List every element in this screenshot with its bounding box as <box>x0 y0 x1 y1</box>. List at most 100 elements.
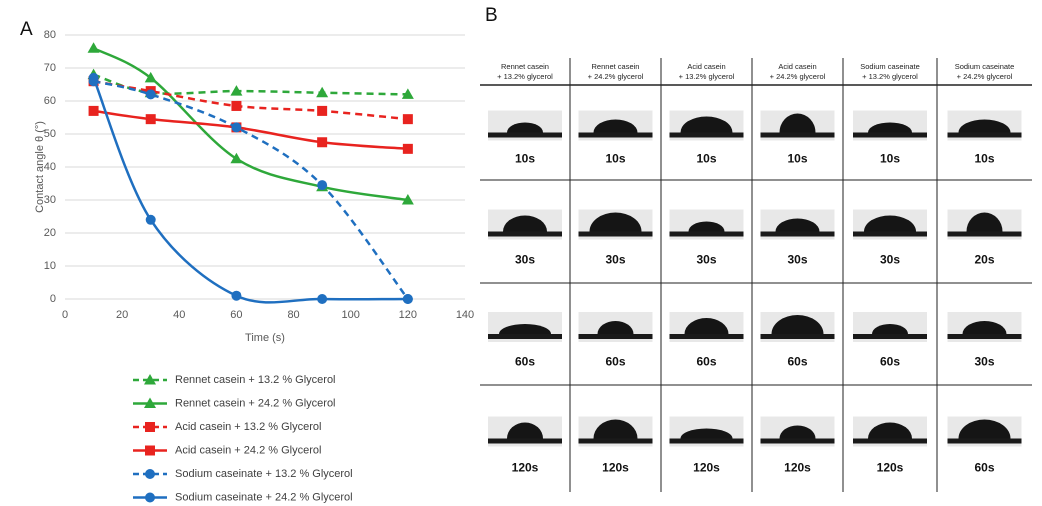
series-line <box>93 79 409 300</box>
droplet <box>688 221 725 232</box>
marker <box>231 290 242 301</box>
x-tick-label: 80 <box>287 309 299 321</box>
time-label: 30s <box>605 253 625 267</box>
marker <box>317 180 328 191</box>
substrate <box>488 132 562 138</box>
time-label: 60s <box>974 461 994 475</box>
substrate <box>947 438 1022 444</box>
substrate <box>853 132 927 138</box>
marker <box>230 152 243 164</box>
marker <box>402 114 413 125</box>
droplet <box>684 318 729 334</box>
substrate <box>760 438 835 444</box>
droplet <box>597 321 634 334</box>
substrate <box>488 334 562 339</box>
series-line <box>92 47 409 202</box>
marker <box>231 100 242 111</box>
legend-item: Sodium caseinate + 13.2 % Glycerol <box>133 468 353 480</box>
droplet <box>771 315 824 334</box>
droplet <box>962 321 1007 334</box>
marker <box>231 122 242 133</box>
time-label: 10s <box>696 151 716 165</box>
substrate <box>488 231 562 237</box>
substrate <box>760 231 835 237</box>
time-label: 30s <box>787 253 807 267</box>
series-line <box>93 109 408 151</box>
droplet <box>868 122 912 133</box>
substrate <box>669 334 744 339</box>
x-axis-label: Time (s) <box>245 332 285 344</box>
substrate <box>853 334 927 339</box>
marker <box>145 114 156 125</box>
column-header: + 24.2% glycerol <box>588 72 644 81</box>
time-label: 60s <box>515 355 535 369</box>
column-header: + 13.2% glycerol <box>862 72 918 81</box>
column-header: Acid casein <box>778 62 816 71</box>
marker <box>317 294 328 304</box>
y-tick-label: 60 <box>44 95 56 107</box>
droplet <box>507 422 543 439</box>
substrate <box>947 231 1022 237</box>
marker <box>145 445 155 456</box>
legend-label: Sodium caseinate + 24.2 % Glycerol <box>175 491 353 503</box>
time-label: 120s <box>512 461 539 475</box>
time-label: 30s <box>515 253 535 267</box>
x-tick-label: 140 <box>456 309 474 321</box>
legend-item: Rennet casein + 13.2 % Glycerol <box>133 374 336 386</box>
column-header: Acid casein <box>687 62 725 71</box>
marker <box>145 422 155 432</box>
droplet <box>868 422 912 439</box>
substrate <box>669 438 744 444</box>
time-label: 20s <box>974 253 994 267</box>
column-header: Rennet casein <box>592 62 640 71</box>
substrate <box>947 132 1022 138</box>
droplet <box>507 122 543 133</box>
substrate <box>669 231 744 237</box>
x-tick-label: 100 <box>342 309 360 321</box>
marker <box>145 492 155 503</box>
droplet <box>593 119 638 133</box>
panel-label: B <box>485 5 498 26</box>
droplet <box>593 419 638 439</box>
droplet <box>499 324 551 334</box>
y-tick-label: 40 <box>44 161 56 173</box>
marker <box>317 137 328 148</box>
marker <box>401 88 414 99</box>
legend-item: Rennet casein + 24.2 % Glycerol <box>133 397 336 409</box>
substrate <box>488 438 562 444</box>
marker <box>317 105 328 116</box>
substrate <box>760 334 835 339</box>
legend-label: Acid casein + 24.2 % Glycerol <box>175 444 321 456</box>
column-header: + 24.2% glycerol <box>770 72 826 81</box>
y-tick-label: 70 <box>44 62 56 74</box>
droplet <box>966 212 1003 232</box>
time-label: 30s <box>696 253 716 267</box>
marker <box>145 469 155 479</box>
substrate <box>578 132 653 138</box>
time-label: 10s <box>605 151 625 165</box>
column-header: Rennet casein <box>501 62 549 71</box>
droplet <box>872 324 908 334</box>
substrate <box>947 334 1022 339</box>
droplet <box>958 419 1011 439</box>
marker <box>402 143 413 154</box>
marker <box>144 374 156 385</box>
time-label: 30s <box>880 253 900 267</box>
legend-item: Sodium caseinate + 24.2 % Glycerol <box>133 491 353 503</box>
x-tick-label: 60 <box>230 309 242 321</box>
y-axis-label: Contact angle θ (°) <box>34 121 46 213</box>
marker <box>402 294 413 304</box>
marker <box>145 89 156 100</box>
marker <box>88 72 99 83</box>
marker <box>144 397 156 408</box>
x-tick-label: 40 <box>173 309 185 321</box>
y-tick-label: 0 <box>50 293 56 305</box>
time-label: 60s <box>787 355 807 369</box>
substrate <box>853 438 927 444</box>
droplet <box>779 425 816 439</box>
substrate <box>853 231 927 237</box>
substrate <box>669 132 744 138</box>
legend-item: Acid casein + 13.2 % Glycerol <box>133 421 321 433</box>
time-label: 120s <box>877 461 904 475</box>
